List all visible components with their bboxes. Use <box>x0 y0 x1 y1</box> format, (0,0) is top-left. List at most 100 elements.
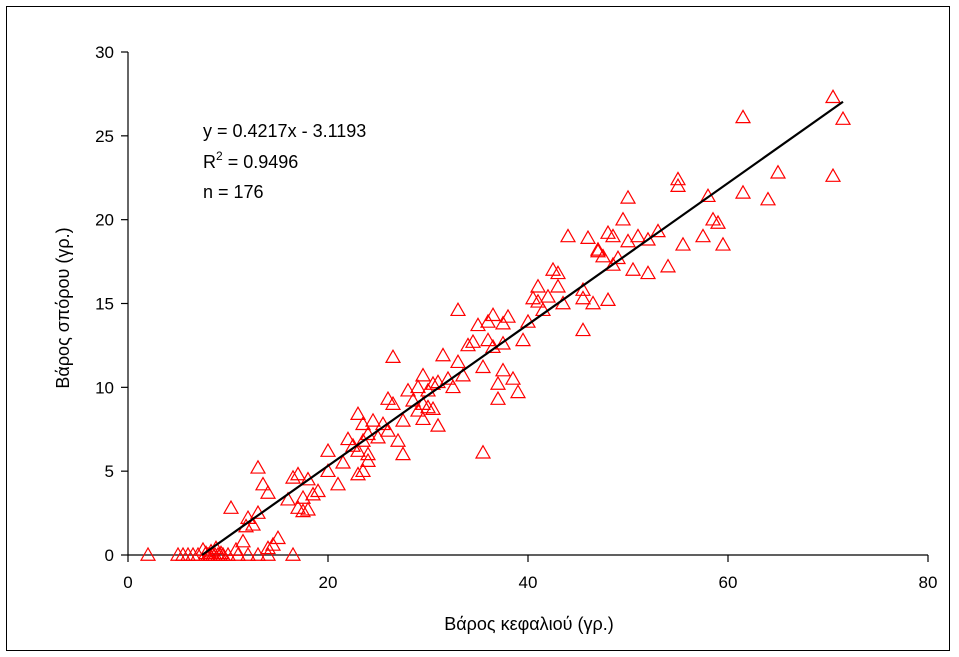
r-squared-value: = 0.9496 <box>223 152 299 172</box>
data-point <box>354 416 372 431</box>
data-point <box>429 417 447 432</box>
y-tick-label: 5 <box>105 462 114 481</box>
data-point <box>227 541 245 556</box>
data-point <box>454 367 472 382</box>
data-point <box>424 375 442 390</box>
y-axis-title: Βάρος σπόρου (γρ.) <box>53 227 73 388</box>
data-point <box>444 379 462 394</box>
data-point <box>349 442 367 457</box>
data-point <box>229 546 247 561</box>
y-tick-label: 25 <box>95 127 114 146</box>
data-point <box>709 214 727 229</box>
data-point <box>319 442 337 457</box>
data-point <box>474 444 492 459</box>
data-point <box>824 167 842 182</box>
y-tick-label: 30 <box>95 43 114 62</box>
regression-line <box>201 100 844 556</box>
data-point <box>389 432 407 447</box>
data-point <box>534 301 552 317</box>
data-point <box>479 332 497 347</box>
data-point <box>619 189 637 204</box>
y-tick-label: 20 <box>95 211 114 230</box>
data-point <box>834 110 852 125</box>
x-axis-title: Βάρος κεφαλιού (γρ.) <box>444 614 614 634</box>
data-point <box>294 489 312 504</box>
data-point <box>304 486 322 501</box>
data-point <box>449 353 467 369</box>
data-point <box>639 265 657 280</box>
data-point <box>169 546 187 561</box>
data-point <box>434 347 452 362</box>
x-tick-label: 20 <box>319 573 338 592</box>
data-point <box>494 335 512 350</box>
data-point <box>414 367 432 382</box>
data-point <box>624 261 642 276</box>
sample-size-label: n = 176 <box>203 182 264 202</box>
data-point <box>249 459 267 474</box>
y-tick-label: 15 <box>95 295 114 314</box>
data-point <box>399 382 417 397</box>
data-point <box>584 295 602 310</box>
data-point <box>294 503 312 518</box>
data-point <box>549 278 567 293</box>
data-point <box>424 400 442 415</box>
data-point <box>364 412 382 427</box>
x-tick-label: 80 <box>919 573 938 592</box>
data-point <box>714 236 732 251</box>
data-point <box>639 231 657 246</box>
data-point <box>604 228 622 243</box>
data-point <box>499 308 517 323</box>
data-point <box>212 545 230 560</box>
data-point <box>284 469 302 484</box>
data-point <box>419 399 437 414</box>
data-point <box>674 236 692 251</box>
data-point <box>354 462 372 478</box>
data-point <box>574 322 592 337</box>
data-point <box>544 261 562 276</box>
data-point <box>459 337 477 352</box>
data-point <box>734 109 752 124</box>
data-point <box>769 164 787 179</box>
data-point <box>329 476 347 491</box>
data-point <box>474 359 492 374</box>
data-point <box>414 410 432 426</box>
data-point <box>579 229 597 244</box>
equation-label: y = 0.4217x - 3.1193 <box>203 121 366 141</box>
scatter-chart: 0 5 10 15 20 25 30 0 20 40 60 80 y = 0.4217x - 3.11… <box>53 43 938 634</box>
data-point <box>614 211 632 226</box>
r-squared-prefix: R <box>203 152 216 172</box>
data-point <box>269 530 287 545</box>
x-tick-label: 40 <box>519 573 538 592</box>
data-point <box>494 362 512 377</box>
data-points <box>139 89 852 561</box>
data-point <box>379 422 397 437</box>
data-point <box>489 390 507 405</box>
data-point <box>334 454 352 469</box>
data-point <box>299 501 317 516</box>
data-point <box>222 499 240 514</box>
data-point <box>619 233 637 248</box>
data-point <box>184 546 202 561</box>
data-point <box>279 491 297 506</box>
data-point <box>599 291 617 306</box>
data-point <box>669 171 687 186</box>
data-point <box>219 546 237 561</box>
data-point <box>309 483 327 498</box>
x-tick-label: 0 <box>123 573 132 592</box>
data-point <box>589 243 607 258</box>
data-point <box>704 211 722 226</box>
data-point <box>489 375 507 390</box>
data-point <box>359 426 377 441</box>
data-point <box>409 379 427 394</box>
r-squared-exponent: 2 <box>216 149 223 163</box>
data-point <box>384 395 402 410</box>
data-point <box>469 317 487 332</box>
data-point <box>244 516 262 531</box>
data-point <box>384 348 402 364</box>
data-point <box>394 446 412 461</box>
data-point <box>524 290 542 305</box>
data-point <box>464 333 482 348</box>
data-point <box>234 533 252 548</box>
data-point <box>239 546 257 561</box>
data-point <box>559 228 577 243</box>
